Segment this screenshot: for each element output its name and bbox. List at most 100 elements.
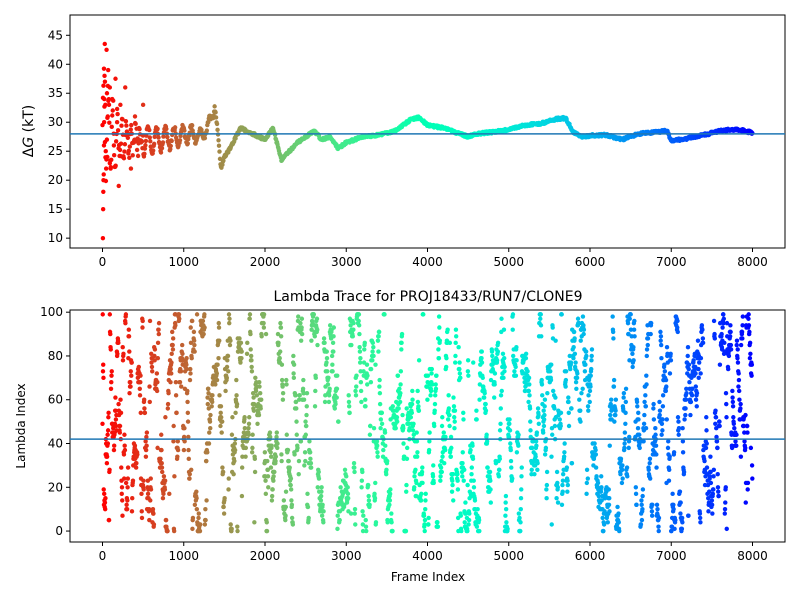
- free-energy-point: [129, 122, 134, 128]
- lambda-point: [404, 489, 409, 494]
- bottom-plot-frame: [69, 309, 786, 543]
- lambda-point: [357, 349, 363, 354]
- lambda-point: [742, 439, 747, 444]
- lambda-point: [122, 432, 127, 437]
- lambda-point: [622, 445, 627, 451]
- lambda-point: [544, 469, 550, 475]
- top-y-ticks: 10 15 20 25 30 35 40 45: [48, 28, 70, 245]
- lambda-point: [539, 382, 545, 387]
- lambda-point: [128, 380, 133, 385]
- lambda-point: [534, 443, 539, 448]
- lambda-point: [303, 458, 308, 464]
- lambda-point: [626, 445, 631, 451]
- lambda-point: [508, 458, 514, 464]
- lambda-point: [719, 331, 724, 337]
- lambda-point: [625, 320, 631, 326]
- lambda-point: [599, 485, 604, 490]
- lambda-point: [295, 445, 300, 451]
- lambda-point: [704, 465, 710, 470]
- lambda-point: [127, 349, 132, 354]
- lambda-point: [527, 393, 532, 398]
- free-energy-point: [102, 73, 107, 79]
- lambda-point: [508, 447, 513, 453]
- free-energy-point: [102, 41, 107, 47]
- lambda-point: [291, 375, 297, 381]
- lambda-point: [271, 474, 276, 479]
- lambda-point: [101, 487, 106, 492]
- lambda-point: [660, 428, 665, 433]
- lambda-point: [115, 351, 120, 356]
- lambda-point: [568, 366, 573, 372]
- lambda-point: [675, 325, 680, 330]
- free-energy-point: [142, 146, 148, 151]
- lambda-point: [361, 369, 366, 374]
- lambda-point: [686, 362, 692, 367]
- lambda-point: [138, 373, 143, 378]
- lambda-point: [109, 369, 114, 374]
- lambda-point: [415, 450, 420, 455]
- lambda-point: [441, 430, 446, 435]
- lambda-point: [689, 393, 695, 398]
- lambda-point: [497, 456, 503, 462]
- lambda-point: [580, 314, 586, 319]
- lambda-point: [309, 338, 314, 343]
- lambda-point: [288, 476, 294, 481]
- lambda-point: [182, 439, 187, 444]
- lambda-point: [189, 467, 194, 472]
- lambda-point: [653, 432, 658, 437]
- lambda-point: [613, 412, 618, 418]
- x-tick-label: 7000: [656, 255, 687, 269]
- lambda-point: [653, 425, 658, 431]
- x-tick-label: 5000: [493, 255, 524, 269]
- free-energy-point: [177, 138, 183, 143]
- lambda-point: [533, 454, 538, 459]
- lambda-point: [610, 329, 616, 335]
- lambda-point: [717, 423, 722, 429]
- lambda-point: [447, 340, 453, 346]
- lambda-point: [265, 467, 270, 472]
- lambda-point: [246, 425, 251, 431]
- lambda-point: [716, 493, 721, 499]
- x-tick-label: 8000: [737, 549, 768, 563]
- lambda-point: [439, 423, 445, 429]
- lambda-point: [389, 520, 394, 525]
- lambda-point: [252, 456, 258, 462]
- free-energy-point: [104, 47, 109, 52]
- lambda-point: [648, 320, 654, 326]
- lambda-point: [707, 489, 712, 494]
- lambda-point: [536, 412, 541, 418]
- lambda-point: [226, 476, 231, 481]
- lambda-point: [662, 369, 668, 374]
- lambda-point: [349, 342, 354, 348]
- lambda-point: [123, 480, 129, 486]
- lambda-point: [336, 419, 341, 424]
- lambda-point: [155, 380, 160, 385]
- y-tick-label: 30: [48, 115, 63, 129]
- lambda-point: [257, 380, 262, 385]
- lambda-point: [679, 526, 685, 532]
- lambda-point: [216, 325, 222, 330]
- lambda-point: [346, 404, 352, 409]
- lambda-point: [623, 421, 628, 427]
- lambda-point: [234, 377, 239, 383]
- lambda-point: [190, 515, 196, 521]
- x-tick-label: 4000: [412, 549, 443, 563]
- y-tick-label: 100: [40, 305, 63, 319]
- lambda-point: [139, 509, 144, 514]
- lambda-point: [587, 388, 593, 394]
- lambda-point: [714, 434, 719, 440]
- lambda-point: [275, 441, 280, 446]
- lambda-point: [191, 338, 197, 343]
- lambda-point: [221, 511, 227, 516]
- free-energy-point: [101, 66, 107, 71]
- lambda-point: [450, 471, 456, 477]
- free-energy-point: [168, 143, 173, 149]
- lambda-point: [651, 417, 657, 422]
- lambda-point: [305, 491, 310, 497]
- lambda-point: [304, 412, 309, 418]
- lambda-point: [544, 496, 549, 501]
- lambda-point: [171, 423, 176, 429]
- lambda-point: [584, 480, 590, 486]
- lambda-point: [359, 485, 364, 490]
- lambda-point: [470, 456, 476, 462]
